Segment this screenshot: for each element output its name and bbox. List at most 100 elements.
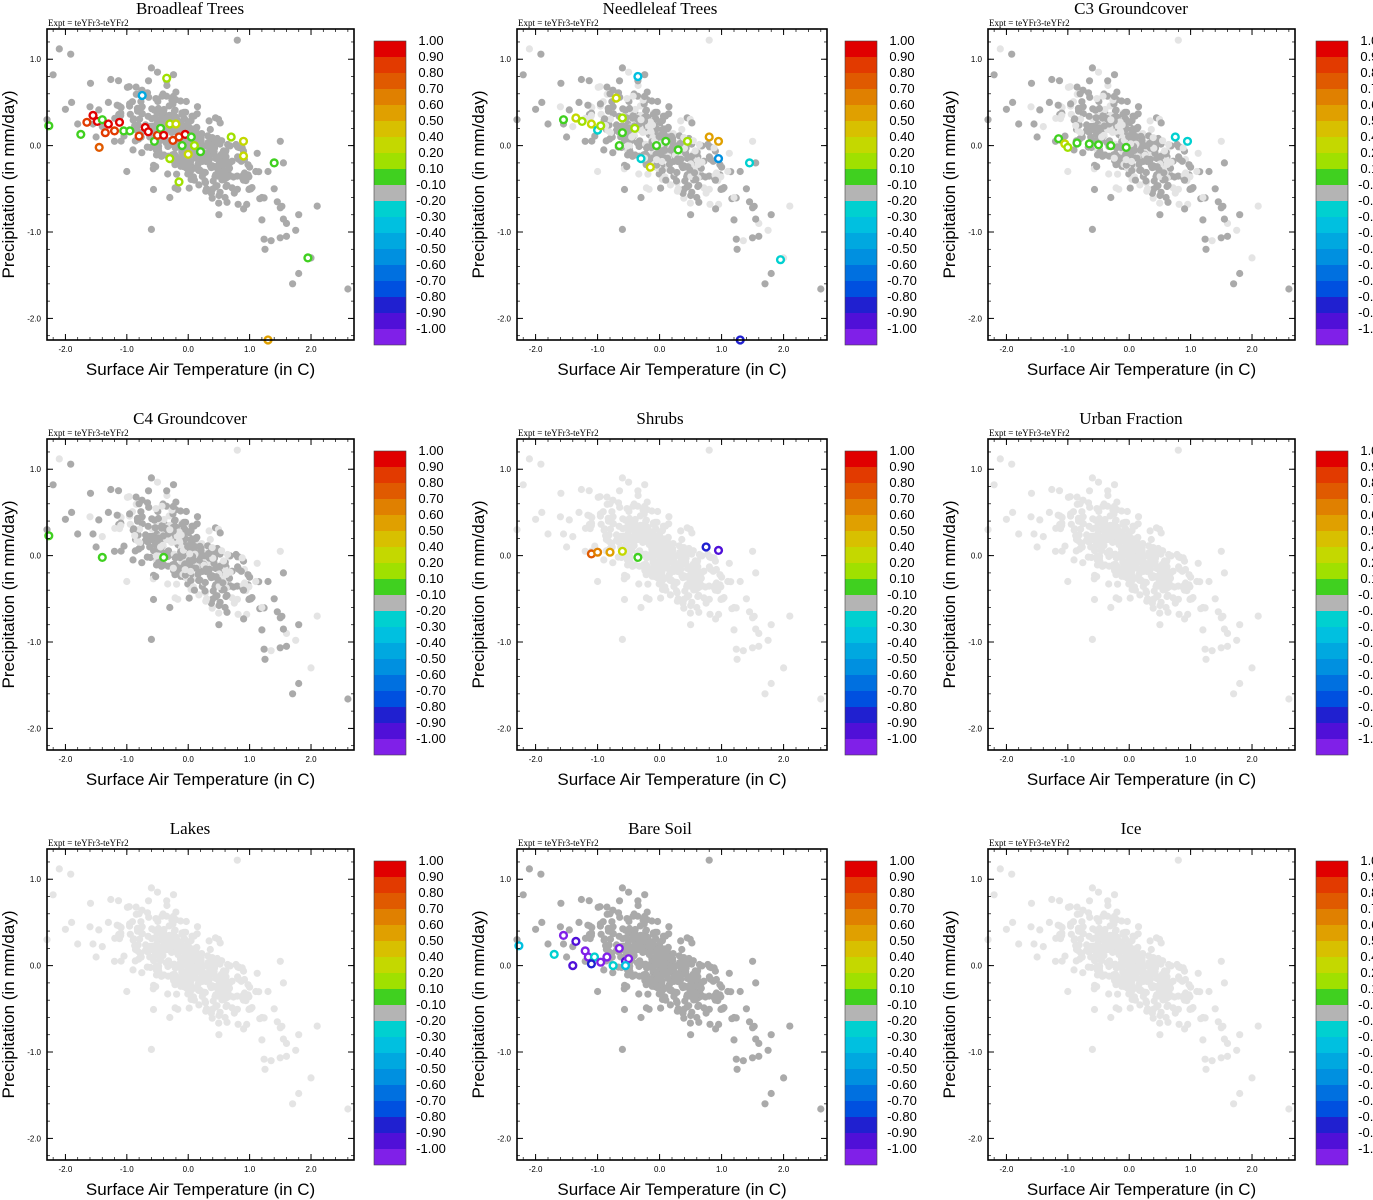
background-point (234, 610, 242, 618)
colorbar: 1.000.900.800.700.600.500.400.200.10-0.1… (1315, 443, 1373, 756)
background-point (152, 552, 160, 560)
background-point (67, 870, 75, 878)
background-point (1095, 104, 1103, 113)
background-point (642, 981, 650, 989)
colorbar-swatch (845, 265, 877, 281)
background-point (180, 928, 188, 937)
data-point (661, 136, 671, 146)
background-point (221, 193, 229, 202)
background-point (622, 934, 630, 942)
x-tick-label: 0.0 (654, 345, 666, 354)
background-point (748, 1054, 757, 1062)
colorbar-swatch (845, 691, 877, 707)
background-point (618, 635, 627, 644)
background-point (1002, 515, 1011, 523)
background-point (643, 498, 651, 506)
background-point (252, 987, 260, 996)
background-point (153, 68, 162, 76)
x-tick-label: 0.0 (1124, 345, 1136, 354)
background-point (295, 621, 303, 629)
background-point (725, 969, 733, 977)
background-point (260, 645, 268, 653)
y-tick-label: 1.0 (30, 55, 42, 64)
background-point (145, 913, 153, 921)
background-point (1201, 645, 1209, 653)
background-point (190, 996, 198, 1004)
colorbar-label: -0.40 (416, 635, 446, 650)
background-point (1154, 592, 1162, 600)
background-point (1008, 50, 1016, 58)
background-point (1146, 527, 1154, 535)
data-point (1084, 139, 1094, 149)
background-point (1248, 664, 1256, 672)
background-point (755, 642, 763, 650)
colorbar-label: -0.40 (416, 1045, 446, 1060)
data-point (1106, 141, 1116, 151)
background-point (1170, 173, 1179, 181)
background-point (92, 543, 100, 551)
background-point (114, 487, 123, 495)
background-point (594, 167, 602, 176)
background-point (686, 166, 694, 174)
background-point (1133, 125, 1141, 133)
background-point (673, 578, 681, 587)
background-point (742, 1005, 751, 1013)
colorbar-label: -0.90 (887, 305, 917, 320)
data-point (633, 71, 643, 82)
background-point (164, 580, 172, 588)
colorbar-swatch (1316, 137, 1348, 153)
background-point (1098, 133, 1106, 141)
background-point (657, 184, 665, 192)
background-point (220, 995, 228, 1004)
background-point (625, 944, 633, 952)
background-point (625, 478, 633, 486)
background-point (219, 967, 228, 975)
colorbar-label: -0.70 (887, 273, 917, 288)
background-point (279, 159, 287, 167)
background-point (117, 547, 125, 555)
background-point (1171, 189, 1179, 197)
colorbar-swatch (845, 185, 877, 201)
colorbar-label: -0.50 (1358, 651, 1373, 666)
background-point (220, 175, 228, 183)
data-point (162, 73, 172, 83)
background-point (1071, 525, 1079, 533)
colorbar-label: 0.60 (889, 97, 914, 112)
colorbar-label: -0.80 (416, 699, 446, 714)
colorbar-label: 0.10 (418, 161, 443, 176)
background-point (1104, 77, 1112, 85)
background-point (86, 489, 95, 497)
background-point (1150, 573, 1158, 581)
background-point (187, 157, 195, 166)
data-point (1053, 134, 1064, 144)
background-point (537, 870, 545, 878)
background-point (672, 177, 681, 185)
data-point (630, 123, 640, 133)
x-axis-label: Surface Air Temperature (in C) (557, 770, 786, 789)
background-point (1113, 553, 1121, 561)
background-point (767, 269, 775, 278)
data-point (186, 132, 196, 142)
data-point (645, 162, 655, 172)
background-point (532, 925, 540, 933)
colorbar-swatch (374, 973, 406, 989)
background-point (1201, 235, 1209, 243)
colorbar-label: 1.00 (1360, 33, 1373, 48)
background-point (752, 215, 760, 223)
x-tick-label: 1.0 (716, 345, 728, 354)
background-point (226, 158, 234, 166)
data-point (651, 141, 662, 151)
background-point (642, 184, 651, 192)
background-point (532, 105, 540, 113)
background-point (704, 550, 712, 559)
background-point (1039, 533, 1047, 541)
background-point (686, 1019, 695, 1027)
colorbar-swatch (845, 41, 877, 57)
background-point (748, 644, 757, 652)
background-point (149, 122, 157, 130)
background-point (154, 534, 162, 542)
background-point (154, 514, 162, 523)
background-point (135, 500, 143, 508)
background-point (695, 140, 704, 149)
colorbar: 1.000.900.800.700.600.500.400.200.10-0.1… (373, 853, 446, 1166)
